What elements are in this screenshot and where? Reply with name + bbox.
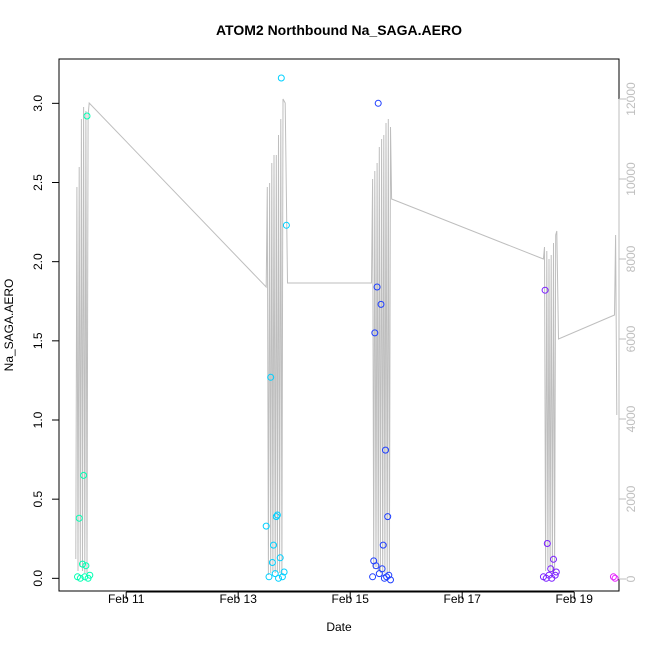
data-point	[83, 112, 91, 120]
data-point	[278, 573, 286, 581]
x-tick-label: Feb 19	[556, 592, 594, 606]
data-point	[76, 574, 84, 582]
data-point	[382, 446, 389, 454]
y-axis-right: 0 2000 4000 6000 8000 10000 12000	[618, 82, 638, 582]
chart-title: ATOM2 Northbound Na_SAGA.AERO	[216, 22, 462, 38]
y-tick-label: 2.0	[31, 253, 45, 270]
data-point	[272, 513, 280, 521]
data-point	[81, 573, 89, 581]
x-tick-label: Feb 15	[332, 592, 370, 606]
data-point	[82, 562, 90, 570]
data-point	[373, 283, 381, 291]
y-right-tick-label: 10000	[624, 162, 638, 196]
y-right-tick-label: 12000	[624, 82, 638, 116]
y-tick-label: 3.0	[31, 95, 45, 112]
data-point	[387, 576, 394, 584]
data-point	[75, 514, 83, 522]
y-tick-label: 1.0	[31, 411, 45, 428]
data-point	[80, 471, 88, 479]
points-layer	[74, 74, 619, 584]
data-point	[282, 221, 290, 229]
data-point	[270, 541, 277, 549]
data-point	[384, 513, 392, 521]
y-right-tick-label: 2000	[624, 485, 638, 512]
y-tick-label: 0.5	[31, 491, 45, 508]
data-point	[378, 565, 386, 573]
gray-line-series	[75, 98, 618, 576]
x-tick-label: Feb 11	[108, 592, 145, 606]
data-point	[372, 562, 380, 570]
data-point	[275, 574, 282, 582]
data-point	[268, 559, 276, 566]
data-point	[262, 522, 270, 530]
data-point	[611, 574, 619, 582]
x-axis-label: Date	[326, 620, 352, 634]
data-point	[371, 329, 379, 337]
y-axis-label: Na_SAGA.AERO	[2, 279, 16, 372]
data-point	[277, 74, 285, 82]
data-point	[385, 571, 393, 579]
data-point	[379, 541, 387, 549]
data-point	[374, 99, 382, 107]
y-right-tick-label: 6000	[624, 325, 638, 352]
data-point	[276, 554, 284, 562]
gray-line-layer	[75, 98, 618, 576]
data-point	[369, 573, 377, 581]
data-point	[552, 568, 560, 576]
data-point	[543, 540, 551, 547]
y-tick-label: 1.5	[31, 332, 45, 349]
data-point	[551, 571, 559, 579]
data-point	[547, 565, 555, 573]
data-point	[86, 571, 94, 579]
data-point	[271, 570, 279, 578]
data-point	[267, 373, 275, 381]
data-point	[273, 511, 281, 519]
data-point	[609, 573, 617, 581]
data-point	[541, 286, 549, 294]
data-point	[79, 560, 86, 568]
data-point	[280, 568, 288, 576]
y-right-tick-label: 8000	[624, 245, 638, 272]
x-tick-label: Feb 17	[444, 592, 482, 606]
x-tick-label: Feb 13	[220, 592, 258, 606]
y-right-tick-label: 0	[624, 575, 638, 582]
data-point	[377, 300, 385, 308]
y-right-tick-label: 4000	[624, 405, 638, 432]
y-axis-left: 0.0 0.5 1.0 1.5 2.0 2.5 3.0	[31, 95, 60, 587]
data-point	[550, 555, 557, 563]
x-axis: Feb 11 Feb 13 Feb 15 Feb 17 Feb 19	[108, 591, 594, 606]
y-tick-label: 2.5	[31, 174, 45, 191]
y-tick-label: 0.0	[31, 570, 45, 587]
data-point	[265, 573, 273, 581]
